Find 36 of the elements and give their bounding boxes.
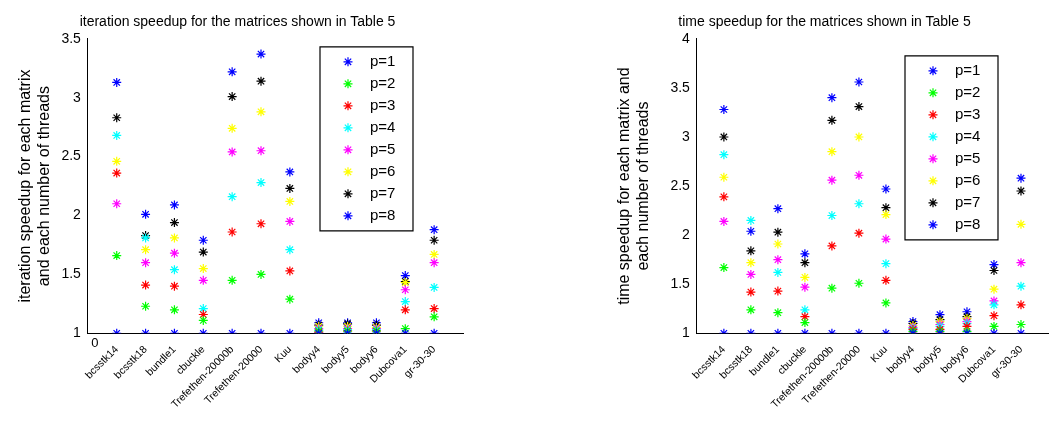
chart-title: iteration speedup for the matrices shown in Table 5 — [79, 13, 396, 30]
y-axis-title: time speedup for each matrix and each number of threads — [615, 67, 652, 305]
legend-label: p=7 — [955, 192, 981, 210]
legend-label: p=6 — [955, 170, 981, 188]
x-tick-label: Kuu — [867, 342, 890, 365]
text: 0 — [91, 335, 99, 351]
legend-label: p=5 — [370, 139, 396, 157]
legend-label: p=5 — [955, 148, 981, 166]
y-tick-label: 1.5 — [670, 275, 691, 292]
y-tick-label: 3 — [682, 127, 691, 144]
legend-label: p=4 — [370, 117, 396, 135]
legend-label: p=4 — [955, 126, 981, 144]
y-tick-label: 1.5 — [61, 265, 82, 282]
legend-label: p=8 — [955, 214, 981, 232]
legend-label: p=8 — [370, 205, 396, 223]
legend-label: p=1 — [955, 60, 981, 78]
y-tick-label: 2 — [682, 226, 691, 243]
x-tick-label: Kuu — [271, 342, 294, 365]
chart-title: time speedup for the matrices shown in Table 5 — [678, 13, 971, 30]
y-axis-title: iteration speedup for each matrix and each number of threads — [16, 69, 53, 303]
y-tick-label: 2 — [73, 206, 82, 223]
legend-label: p=3 — [370, 95, 396, 113]
y-tick-label: 1 — [682, 324, 691, 341]
y-tick-label: 4 — [682, 29, 691, 46]
y-tick-label: 3 — [73, 88, 82, 105]
legend-label: p=6 — [370, 161, 396, 179]
y-tick-label: 2.5 — [61, 147, 82, 164]
legend-label: p=3 — [955, 104, 981, 122]
legend-label: p=2 — [955, 82, 981, 100]
y-tick-label: 3.5 — [61, 29, 82, 46]
legend-label: p=7 — [370, 183, 396, 201]
y-tick-label: 1 — [73, 324, 82, 341]
legend-label: p=2 — [370, 73, 396, 91]
y-tick-label: 3.5 — [670, 78, 691, 95]
y-tick-label: 2.5 — [670, 176, 691, 193]
legend-label: p=1 — [370, 51, 396, 69]
